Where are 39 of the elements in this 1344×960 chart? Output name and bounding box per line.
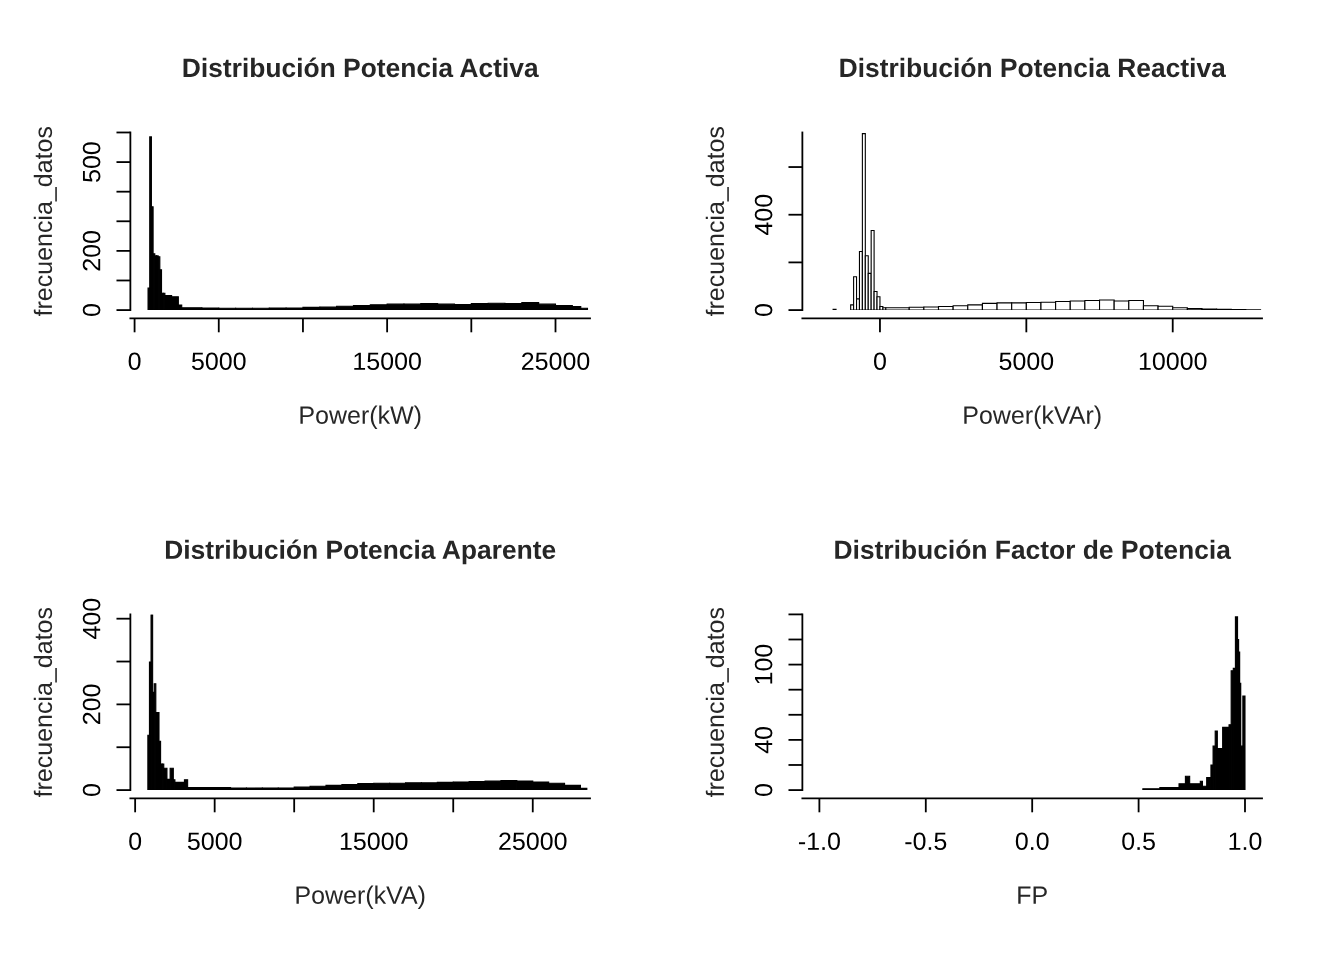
y-tick-label: 200 — [82, 684, 101, 724]
x-tick-label: 0 — [129, 832, 142, 851]
y-axis-title: frecuencia_datos — [33, 126, 57, 317]
y-tick-label: 400 — [82, 598, 101, 639]
x-tick-label: 25000 — [499, 832, 567, 851]
x-tick-label: 0.0 — [1015, 832, 1049, 851]
chart-title: Distribución Potencia Aparente — [165, 539, 556, 565]
x-tick-label: 0 — [873, 352, 886, 371]
x-axis-title: Power(kVAr) — [964, 405, 1101, 429]
y-tick-label: 100 — [754, 644, 773, 684]
x-axis-title: Power(kVA) — [296, 885, 425, 909]
x-tick-label: 5000 — [999, 352, 1054, 371]
x-tick-label: 5000 — [187, 832, 242, 851]
x-tick-label: 10000 — [1139, 352, 1207, 371]
y-tick-label: 200 — [82, 231, 101, 271]
x-tick-label: 1.0 — [1229, 832, 1262, 851]
y-tick-label: 0 — [754, 784, 773, 797]
y-axis-title: frecuencia_datos — [33, 607, 57, 798]
y-tick-label: 0 — [82, 784, 101, 797]
chart-title: Distribución Potencia Reactiva — [840, 57, 1226, 78]
y-axis-title: frecuencia_datos — [705, 607, 729, 798]
y-tick-label: 400 — [754, 194, 773, 235]
chart-title: Distribución Potencia Activa — [183, 57, 539, 78]
x-tick-label: -0.5 — [905, 832, 947, 851]
y-tick-label: 0 — [754, 304, 773, 317]
y-axis-title: frecuencia_datos — [705, 126, 729, 317]
x-axis-title: Power(kW) — [300, 405, 421, 429]
x-tick-label: 25000 — [522, 352, 590, 371]
chart-title: Distribución Factor de Potencia — [835, 539, 1232, 560]
x-axis-title: FP — [1018, 886, 1047, 904]
x-tick-label: 5000 — [191, 352, 246, 371]
x-tick-label: 15000 — [354, 352, 421, 371]
x-tick-label: 0 — [128, 352, 141, 371]
x-tick-label: 15000 — [340, 832, 408, 851]
y-tick-label: 0 — [82, 304, 101, 317]
x-tick-label: 0.5 — [1122, 832, 1155, 851]
y-tick-label: 500 — [82, 142, 101, 182]
x-tick-label: -1.0 — [798, 832, 840, 851]
y-tick-label: 40 — [754, 726, 773, 754]
